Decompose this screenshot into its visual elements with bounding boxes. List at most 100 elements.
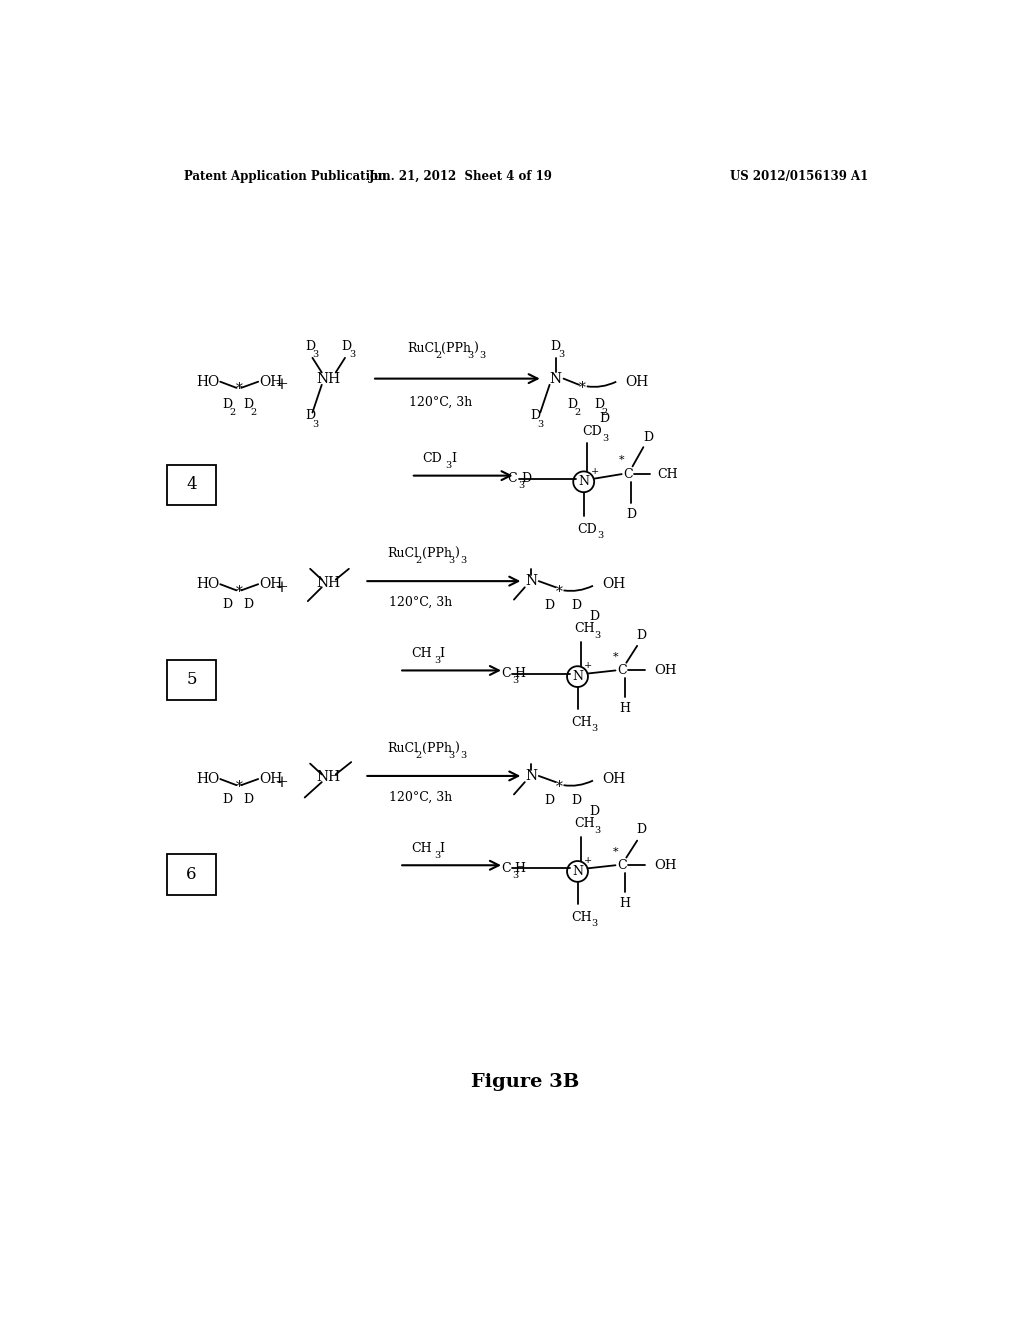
Text: N: N <box>525 770 537 783</box>
Text: NH: NH <box>315 576 340 590</box>
Text: *: * <box>618 455 625 465</box>
FancyBboxPatch shape <box>167 660 216 700</box>
Text: 2: 2 <box>416 556 422 565</box>
Text: HO: HO <box>197 375 219 388</box>
Text: 3: 3 <box>595 826 601 836</box>
Text: N: N <box>572 671 583 684</box>
Text: *: * <box>579 381 586 395</box>
Text: 3: 3 <box>449 556 455 565</box>
Text: HO: HO <box>197 772 219 785</box>
Text: 3: 3 <box>602 434 608 444</box>
Text: +: + <box>274 578 289 595</box>
Text: I: I <box>439 647 444 660</box>
Text: 3: 3 <box>461 556 467 565</box>
Text: D: D <box>571 795 581 807</box>
Text: *: * <box>236 585 243 599</box>
Text: D: D <box>567 399 578 412</box>
Text: Jun. 21, 2012  Sheet 4 of 19: Jun. 21, 2012 Sheet 4 of 19 <box>370 169 553 182</box>
Text: +: + <box>274 376 289 393</box>
Text: 3: 3 <box>558 350 564 359</box>
Text: 3: 3 <box>598 531 604 540</box>
Text: (PPh: (PPh <box>422 742 452 755</box>
Text: HO: HO <box>197 577 219 591</box>
Text: 3: 3 <box>518 482 524 490</box>
Text: D: D <box>305 409 315 422</box>
Text: *: * <box>555 585 562 599</box>
Text: 2: 2 <box>229 408 236 417</box>
Text: OH: OH <box>626 375 649 388</box>
Text: D: D <box>637 824 647 837</box>
Text: *: * <box>612 652 618 661</box>
Text: 5: 5 <box>186 671 197 688</box>
Text: 3: 3 <box>512 871 518 879</box>
Text: ): ) <box>455 546 459 560</box>
Text: 3: 3 <box>312 420 318 429</box>
Text: *: * <box>612 846 618 857</box>
Text: 6: 6 <box>186 866 197 883</box>
Text: NH: NH <box>315 372 340 385</box>
Text: D: D <box>599 412 609 425</box>
Text: H: H <box>514 862 524 875</box>
Text: CD: CD <box>578 523 597 536</box>
Text: D: D <box>529 409 540 422</box>
Text: I: I <box>452 453 456 465</box>
Text: OH: OH <box>260 772 283 785</box>
Text: 2: 2 <box>251 408 257 417</box>
Text: 2: 2 <box>435 351 441 360</box>
Text: C: C <box>501 667 511 680</box>
Text: CH: CH <box>411 842 431 855</box>
Text: D: D <box>590 805 600 818</box>
Text: 4: 4 <box>186 477 197 494</box>
Text: D: D <box>222 792 232 805</box>
Text: H: H <box>514 667 524 680</box>
Text: +: + <box>591 466 599 475</box>
FancyBboxPatch shape <box>167 854 216 895</box>
Text: ): ) <box>473 342 478 355</box>
Text: *: * <box>555 780 562 793</box>
Text: (PPh: (PPh <box>441 342 471 355</box>
Text: D: D <box>243 399 253 412</box>
Text: D: D <box>222 598 232 611</box>
Text: 3: 3 <box>592 725 598 734</box>
Text: 3: 3 <box>467 351 474 360</box>
Text: Patent Application Publication: Patent Application Publication <box>183 169 386 182</box>
Text: I: I <box>439 842 444 855</box>
Text: D: D <box>243 598 253 611</box>
Text: C: C <box>616 859 627 871</box>
Text: CH: CH <box>411 647 431 660</box>
Text: OH: OH <box>260 375 283 388</box>
Text: Figure 3B: Figure 3B <box>471 1073 579 1092</box>
Text: D: D <box>637 628 647 642</box>
Text: N: N <box>525 574 537 589</box>
Text: 3: 3 <box>312 350 318 359</box>
Text: 2: 2 <box>416 751 422 759</box>
Text: ): ) <box>455 742 459 755</box>
Text: CD: CD <box>583 425 602 438</box>
Text: 3: 3 <box>461 751 467 759</box>
FancyBboxPatch shape <box>167 465 216 506</box>
Text: C: C <box>501 862 511 875</box>
Text: 3: 3 <box>512 676 518 685</box>
Text: OH: OH <box>602 772 626 785</box>
Text: D: D <box>545 599 555 612</box>
Text: +: + <box>274 774 289 791</box>
Text: D: D <box>643 430 653 444</box>
Text: OH: OH <box>654 664 677 677</box>
Text: D: D <box>545 795 555 807</box>
Text: D: D <box>594 399 604 412</box>
Text: H: H <box>620 702 631 715</box>
Text: OH: OH <box>654 859 677 871</box>
Text: D: D <box>551 339 561 352</box>
Text: 3: 3 <box>479 351 485 360</box>
Text: *: * <box>236 780 243 793</box>
Text: CD: CD <box>423 453 442 465</box>
Text: (PPh: (PPh <box>422 546 452 560</box>
Text: D: D <box>243 792 253 805</box>
Text: D: D <box>521 473 531 486</box>
Text: RuCl: RuCl <box>388 546 419 560</box>
Text: 3: 3 <box>445 461 452 470</box>
Text: 120°C, 3h: 120°C, 3h <box>389 791 453 804</box>
Text: 120°C, 3h: 120°C, 3h <box>409 396 472 409</box>
Text: CH: CH <box>657 467 678 480</box>
Text: 3: 3 <box>349 350 355 359</box>
